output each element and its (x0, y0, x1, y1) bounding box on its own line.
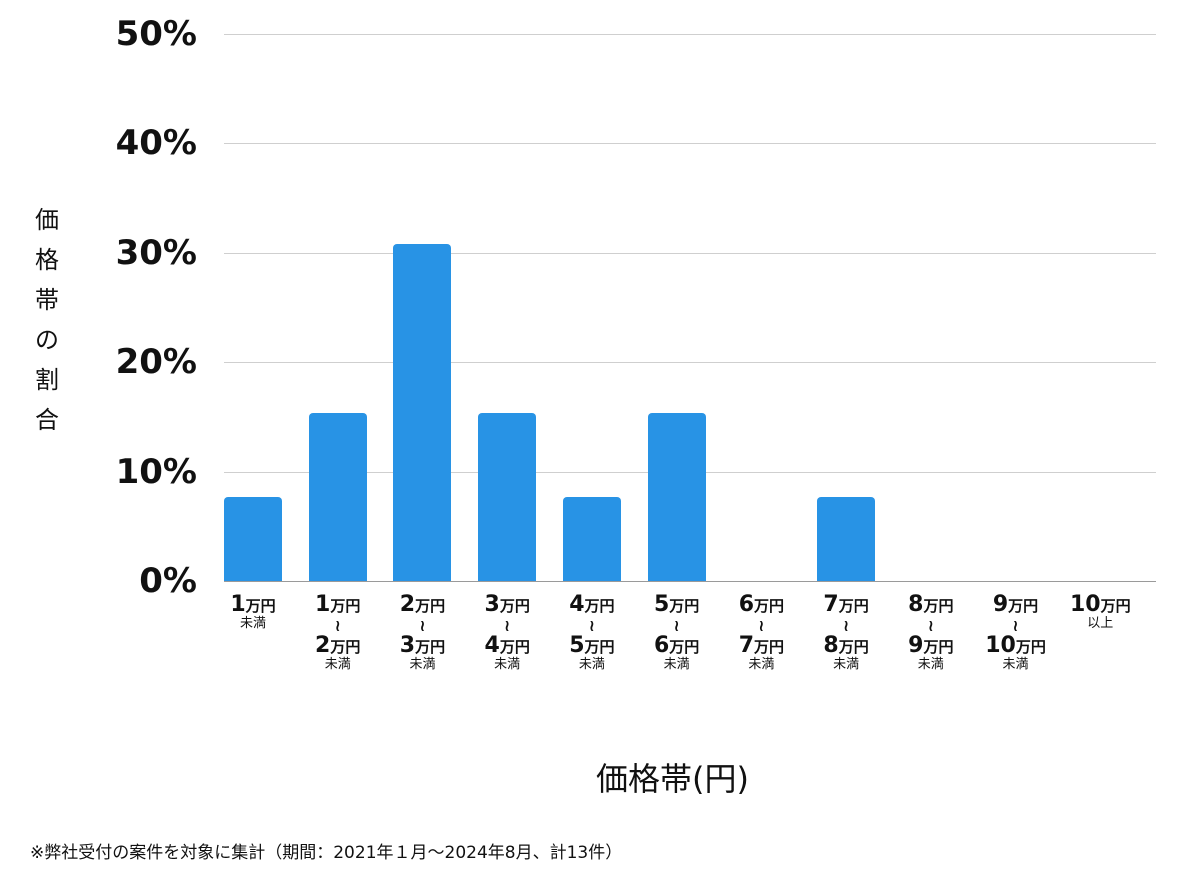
gridline (224, 252, 1156, 254)
x-label-to-unit: 万円 (923, 638, 954, 656)
x-label-suffix: 未満 (578, 657, 605, 672)
x-label-from-unit: 万円 (754, 597, 785, 615)
x-label-suffix: 未満 (1002, 657, 1029, 672)
x-label-from-number: 10 (1069, 592, 1101, 617)
y-axis-title-char: 価 (35, 206, 59, 234)
x-tick-label: 5万円 ≀ 6万円 未満 (635, 592, 719, 672)
x-label-to-number: 5 (569, 633, 585, 658)
y-axis-title-char: 帯 (35, 286, 59, 314)
x-label-from-unit: 万円 (1100, 597, 1131, 615)
x-label-range-tilde: ≀ (758, 616, 765, 635)
x-label-range-tilde: ≀ (843, 616, 850, 635)
x-label-to-number: 9 (908, 633, 924, 658)
x-label-from-number: 8 (908, 592, 924, 617)
bar (478, 412, 537, 581)
x-label-suffix: 未満 (663, 657, 690, 672)
x-label-suffix: 未満 (324, 657, 351, 672)
x-label-from-number: 1 (230, 592, 246, 617)
x-label-from-unit: 万円 (499, 597, 530, 615)
x-label-to-number: 8 (823, 633, 839, 658)
x-label-range-tilde: ≀ (334, 616, 341, 635)
x-axis-line (224, 581, 1156, 582)
x-label-to-number: 2 (315, 633, 331, 658)
y-axis-title-char: の (35, 326, 59, 354)
x-tick-label: 6万円 ≀ 7万円 未満 (719, 592, 803, 672)
y-axis-title-char: 割 (35, 366, 59, 394)
x-label-range-tilde: ≀ (588, 616, 595, 635)
gridline (224, 143, 1156, 145)
x-label-suffix: 未満 (917, 657, 944, 672)
y-tick-label: 30% (115, 232, 197, 273)
x-label-to-number: 3 (399, 633, 416, 658)
x-label-from-number: 3 (484, 592, 500, 617)
x-label-to-unit: 万円 (499, 638, 530, 656)
x-tick-label: 2万円 ≀ 3万円 未満 (380, 592, 464, 672)
x-label-suffix: 未満 (494, 657, 521, 672)
x-label-suffix: 以上 (1087, 616, 1114, 631)
x-label-range-tilde: ≀ (673, 616, 680, 635)
bar (647, 412, 706, 581)
x-label-from-unit: 万円 (415, 597, 446, 615)
y-tick-label: 20% (115, 342, 197, 383)
gridline (224, 362, 1156, 364)
x-label-from-number: 7 (823, 592, 839, 617)
x-label-range-tilde: ≀ (504, 616, 511, 635)
x-label-range-tilde: ≀ (419, 616, 426, 635)
x-label-from-number: 4 (569, 592, 585, 617)
x-tick-label: 9万円 ≀ 10万円 未満 (974, 592, 1058, 672)
x-label-to-number: 6 (653, 633, 670, 658)
bar (817, 496, 876, 581)
x-axis-title: 価格帯(円) (596, 760, 749, 798)
y-axis-title: 価格帯の割合 (32, 200, 62, 440)
x-tick-label: 8万円 ≀ 9万円 未満 (889, 592, 973, 672)
x-label-range-tilde: ≀ (1012, 616, 1019, 635)
footnote: ※弊社受付の案件を対象に集計（期間：2021年１月〜2024年8月、計13件） (30, 843, 623, 863)
x-tick-label: 1万円 未満 (211, 592, 295, 631)
x-label-to-unit: 万円 (330, 638, 361, 656)
x-label-from-unit: 万円 (923, 597, 954, 615)
x-label-to-unit: 万円 (838, 638, 869, 656)
x-label-from-number: 2 (399, 592, 416, 617)
x-label-from-unit: 万円 (838, 597, 869, 615)
x-label-to-unit: 万円 (1015, 638, 1046, 656)
x-label-to-number: 7 (738, 633, 754, 658)
x-tick-label: 7万円 ≀ 8万円 未満 (804, 592, 888, 672)
x-label-to-number: 10 (985, 633, 1016, 658)
x-label-from-number: 9 (992, 592, 1009, 617)
bar (308, 412, 367, 581)
x-label-from-unit: 万円 (1008, 597, 1039, 615)
bar (393, 244, 452, 581)
y-tick-label: 40% (115, 123, 197, 164)
y-tick-label: 50% (115, 14, 197, 54)
x-label-from-unit: 万円 (584, 597, 615, 615)
x-label-from-number: 5 (653, 592, 670, 617)
x-tick-label: 4万円 ≀ 5万円 未満 (550, 592, 634, 672)
x-label-from-unit: 万円 (330, 597, 361, 615)
x-label-suffix: 未満 (239, 616, 266, 631)
x-tick-label: 10万円 以上 (1058, 592, 1142, 631)
x-label-from-number: 6 (738, 592, 754, 617)
x-label-to-unit: 万円 (669, 638, 700, 656)
x-label-to-unit: 万円 (584, 638, 615, 656)
x-label-suffix: 未満 (409, 657, 436, 672)
gridline (224, 34, 1156, 35)
x-label-to-number: 4 (484, 633, 500, 658)
x-label-from-unit: 万円 (245, 597, 276, 615)
x-label-from-number: 1 (315, 592, 331, 617)
bar (562, 496, 621, 581)
x-label-suffix: 未満 (748, 657, 775, 672)
x-label-range-tilde: ≀ (927, 616, 934, 635)
x-label-to-unit: 万円 (754, 638, 785, 656)
bar (224, 496, 282, 581)
x-tick-label: 3万円 ≀ 4万円 未満 (465, 592, 549, 672)
x-label-from-unit: 万円 (669, 597, 700, 615)
y-tick-label: 10% (115, 451, 197, 492)
x-label-to-unit: 万円 (415, 638, 446, 656)
x-label-suffix: 未満 (833, 657, 860, 672)
y-axis-title-char: 合 (35, 406, 59, 434)
y-axis-title-char: 格 (35, 246, 59, 274)
y-tick-label: 0% (139, 561, 197, 601)
x-tick-label: 1万円 ≀ 2万円 未満 (296, 592, 380, 672)
